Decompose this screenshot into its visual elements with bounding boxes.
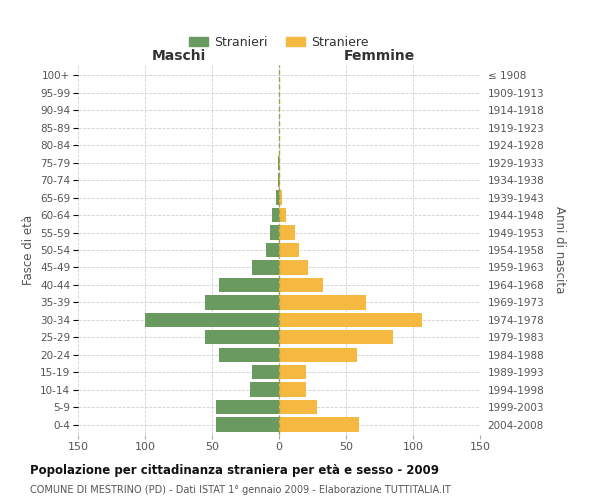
Bar [279,365,306,380]
Bar [252,365,279,380]
Bar [279,348,357,362]
Bar [250,382,279,397]
Text: Femmine: Femmine [344,50,415,64]
Text: COMUNE DI MESTRINO (PD) - Dati ISTAT 1° gennaio 2009 - Elaborazione TUTTITALIA.I: COMUNE DI MESTRINO (PD) - Dati ISTAT 1° … [30,485,451,495]
Bar [279,208,286,222]
Text: Popolazione per cittadinanza straniera per età e sesso - 2009: Popolazione per cittadinanza straniera p… [30,464,439,477]
Bar [279,418,359,432]
Bar [145,312,279,327]
Bar [279,295,366,310]
Bar [218,348,279,362]
Legend: Stranieri, Straniere: Stranieri, Straniere [184,30,374,54]
Bar [205,295,279,310]
Bar [278,173,279,188]
Bar [279,260,308,274]
Bar [269,226,279,239]
Bar [279,190,281,205]
Bar [278,156,279,170]
Bar [279,312,422,327]
Bar [279,278,323,292]
Bar [279,173,280,188]
Bar [279,156,280,170]
Bar [279,226,295,239]
Bar [277,190,279,205]
Bar [272,208,279,222]
Text: Maschi: Maschi [151,50,206,64]
Bar [216,418,279,432]
Bar [252,260,279,274]
Y-axis label: Anni di nascita: Anni di nascita [553,206,566,294]
Bar [279,400,317,414]
Bar [205,330,279,344]
Bar [279,330,393,344]
Bar [218,278,279,292]
Y-axis label: Fasce di età: Fasce di età [22,215,35,285]
Bar [266,243,279,257]
Bar [279,243,299,257]
Bar [279,382,306,397]
Bar [216,400,279,414]
